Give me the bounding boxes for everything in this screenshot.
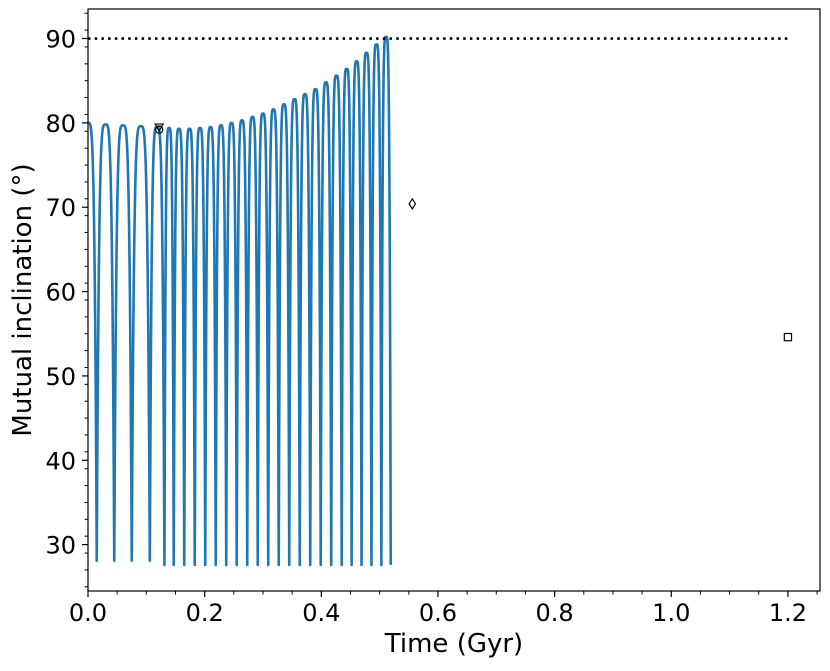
y-tick-label: 90 <box>45 26 76 54</box>
y-tick-label: 60 <box>45 279 76 307</box>
y-axis-title: Mutual inclination (°) <box>8 163 38 436</box>
series-layer <box>88 35 393 567</box>
marker-layer <box>154 123 793 342</box>
x-tick-label: 0.0 <box>69 599 107 627</box>
y-tick-label: 50 <box>45 363 76 391</box>
marker-square <box>783 332 793 342</box>
x-tick-label: 0.4 <box>302 599 340 627</box>
y-tick-label: 80 <box>45 110 76 138</box>
x-tick-label: 0.6 <box>419 599 457 627</box>
x-tick-label: 1.0 <box>652 599 690 627</box>
axes-frame <box>87 8 821 592</box>
y-tick-label: 30 <box>45 532 76 560</box>
y-tick-label: 70 <box>45 194 76 222</box>
x-tick-label: 0.2 <box>186 599 224 627</box>
y-tick-label: 40 <box>45 447 76 475</box>
marker-circle <box>154 125 164 134</box>
tick-layer: 0.0 0.2 0.4 0.6 0.8 1.0 1.2 30 40 50 60 70 80 90 <box>45 12 818 627</box>
marker-triangle <box>154 123 165 133</box>
x-tick-label: 0.8 <box>536 599 574 627</box>
x-tick-label: 1.2 <box>769 599 807 627</box>
marker-diamond <box>408 197 417 210</box>
x-axis-title: Time (Gyr) <box>384 629 523 659</box>
inclination-series-line <box>88 35 393 567</box>
